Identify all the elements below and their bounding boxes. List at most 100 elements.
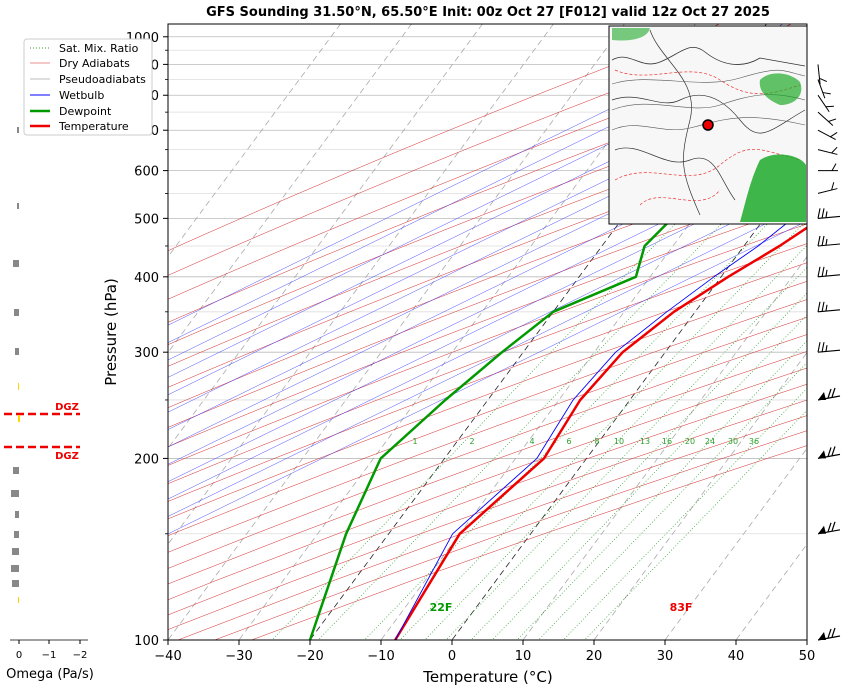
omega-bar bbox=[12, 580, 19, 587]
wind-barb-flag bbox=[821, 266, 825, 277]
mixing-ratio-label: 30 bbox=[728, 437, 738, 446]
y-axis-label: Pressure (hPa) bbox=[102, 278, 120, 386]
dry-adiabat-line bbox=[168, 299, 807, 536]
wind-barb-shaft bbox=[817, 188, 838, 194]
wind-barb bbox=[817, 182, 838, 194]
legend-label: Temperature bbox=[58, 120, 129, 133]
dgz-label: DGZ bbox=[55, 402, 79, 413]
legend-label: Dry Adiabats bbox=[59, 57, 130, 70]
map-precip-area bbox=[759, 73, 802, 105]
x-tick-label: 50 bbox=[799, 649, 816, 664]
x-tick-label: 10 bbox=[515, 649, 532, 664]
dry-adiabat-line bbox=[168, 316, 807, 553]
dry-adiabat-line bbox=[168, 69, 807, 323]
legend-label: Dewpoint bbox=[59, 105, 112, 118]
wind-barb-flag bbox=[825, 238, 828, 246]
wind-barb-shaft bbox=[817, 274, 841, 278]
wind-barb-shaft bbox=[817, 149, 838, 155]
wind-barb-flag bbox=[825, 211, 828, 218]
mixing-ratio-label: 24 bbox=[705, 437, 715, 446]
isotherm-line bbox=[451, 160, 807, 640]
wind-barb bbox=[817, 342, 841, 353]
y-tick-label: 500 bbox=[134, 212, 159, 227]
wind-barb-flag bbox=[827, 628, 832, 639]
wind-barb-pennant bbox=[818, 450, 826, 459]
wind-barb-flag bbox=[825, 105, 834, 108]
dry-adiabat-line bbox=[168, 223, 807, 466]
omega-tick-label: −1 bbox=[42, 650, 57, 661]
chart-title: GFS Sounding 31.50°N, 65.50°E Init: 00z … bbox=[206, 5, 770, 20]
mixing-ratio-label: 2 bbox=[469, 437, 474, 446]
y-tick-label: 100 bbox=[134, 634, 159, 649]
legend-label: Pseudoadiabats bbox=[59, 73, 146, 86]
x-tick-label: −10 bbox=[367, 649, 394, 664]
map-precip-area bbox=[612, 28, 650, 41]
x-tick-label: 0 bbox=[448, 649, 456, 664]
wind-barb-flag bbox=[831, 627, 836, 638]
wind-barb-flag bbox=[831, 521, 836, 531]
wind-barb bbox=[817, 301, 841, 313]
legend-label: Wetbulb bbox=[59, 89, 104, 102]
wind-barb-shaft bbox=[817, 111, 834, 126]
isotherm-line bbox=[806, 639, 807, 640]
wind-barb-shaft bbox=[817, 309, 841, 313]
y-tick-label: 300 bbox=[134, 346, 159, 361]
map-border bbox=[611, 94, 806, 134]
wind-barb-flag bbox=[817, 342, 821, 353]
wind-barb bbox=[817, 266, 841, 278]
wind-barb-pennant bbox=[818, 632, 826, 640]
mixing-ratio-label: 6 bbox=[566, 437, 571, 446]
wind-barb-flag bbox=[827, 388, 832, 399]
omega-bar bbox=[13, 260, 19, 267]
dry-adiabat-line bbox=[168, 93, 807, 345]
omega-bar bbox=[11, 490, 19, 497]
wind-barb-flag bbox=[825, 304, 828, 311]
map-isobar-1004 bbox=[611, 117, 806, 131]
wind-barb-pennant bbox=[818, 392, 826, 400]
wind-barb-flag bbox=[821, 235, 825, 247]
map-border bbox=[649, 29, 701, 216]
wind-barb-flag bbox=[825, 345, 828, 352]
profile-lines bbox=[308, 173, 807, 640]
dry-adiabat-line bbox=[168, 334, 807, 569]
omega-bar bbox=[15, 511, 19, 518]
wind-barb-flag bbox=[817, 266, 821, 277]
omega-bar bbox=[18, 383, 19, 390]
y-tick-label: 200 bbox=[134, 452, 159, 467]
omega-bar bbox=[18, 597, 19, 603]
wind-barb-flag bbox=[831, 446, 836, 456]
wind-barb-flag bbox=[825, 269, 828, 276]
isotherm-line bbox=[238, 24, 696, 640]
wind-barb-flag bbox=[830, 132, 838, 138]
x-tick-label: −30 bbox=[225, 649, 252, 664]
synoptic-map-inset bbox=[608, 25, 808, 225]
wind-barb-flag bbox=[822, 92, 831, 95]
y-tick-label: 400 bbox=[134, 271, 159, 286]
dgz-label: DGZ bbox=[55, 451, 79, 462]
wind-barb-flag bbox=[831, 146, 838, 154]
mixing-ratio-label: 10 bbox=[614, 437, 624, 446]
omega-bar bbox=[11, 565, 19, 572]
sounding-location-marker bbox=[702, 119, 714, 131]
x-axis: −40 −30 −20 −10 0 10 20 30 40 50 bbox=[154, 640, 815, 664]
pseudoadiabat-line bbox=[168, 81, 807, 396]
plot-frame bbox=[167, 23, 808, 641]
temperature-profile-line bbox=[394, 226, 807, 640]
wind-barb-shaft bbox=[817, 349, 841, 353]
pseudoadiabat-line bbox=[168, 185, 807, 500]
wind-barb-shaft bbox=[817, 129, 836, 141]
mixing-ratio-label: 16 bbox=[662, 437, 672, 446]
omega-axis-label: Omega (Pa/s) bbox=[6, 667, 94, 682]
wind-barb bbox=[817, 79, 831, 99]
isotherm-line bbox=[309, 24, 767, 640]
wind-barb bbox=[817, 446, 841, 459]
wind-barb bbox=[817, 94, 834, 113]
map-dashed-contour bbox=[614, 149, 801, 181]
pseudoadiabat-line bbox=[168, 203, 807, 517]
dry-adiabat-line bbox=[168, 367, 807, 601]
map-dashed-contour bbox=[639, 189, 721, 206]
omega-bar bbox=[13, 467, 19, 474]
x-tick-label: 30 bbox=[657, 649, 674, 664]
legend: Sat. Mix. Ratio Dry Adiabats Pseudoadiab… bbox=[23, 38, 153, 136]
